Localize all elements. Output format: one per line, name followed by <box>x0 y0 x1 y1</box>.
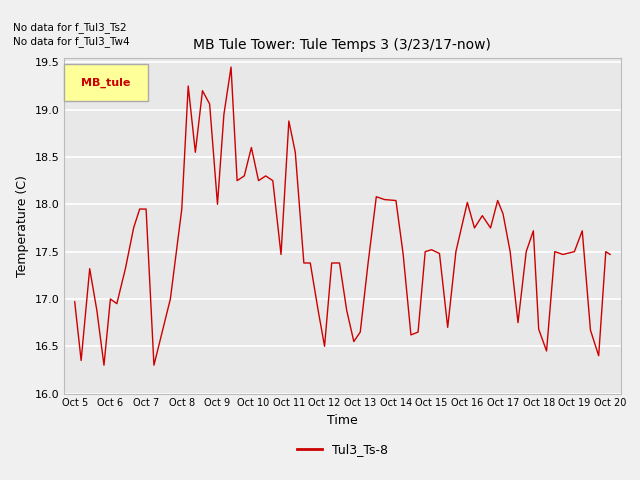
Text: No data for f_Tul3_Tw4: No data for f_Tul3_Tw4 <box>13 36 129 47</box>
FancyBboxPatch shape <box>64 64 147 101</box>
X-axis label: Time: Time <box>327 414 358 427</box>
Y-axis label: Temperature (C): Temperature (C) <box>16 175 29 276</box>
Legend: Tul3_Ts-8: Tul3_Ts-8 <box>292 438 393 461</box>
Text: No data for f_Tul3_Ts2: No data for f_Tul3_Ts2 <box>13 22 127 33</box>
Text: MB_tule: MB_tule <box>81 78 131 88</box>
Title: MB Tule Tower: Tule Temps 3 (3/23/17-now): MB Tule Tower: Tule Temps 3 (3/23/17-now… <box>193 38 492 52</box>
